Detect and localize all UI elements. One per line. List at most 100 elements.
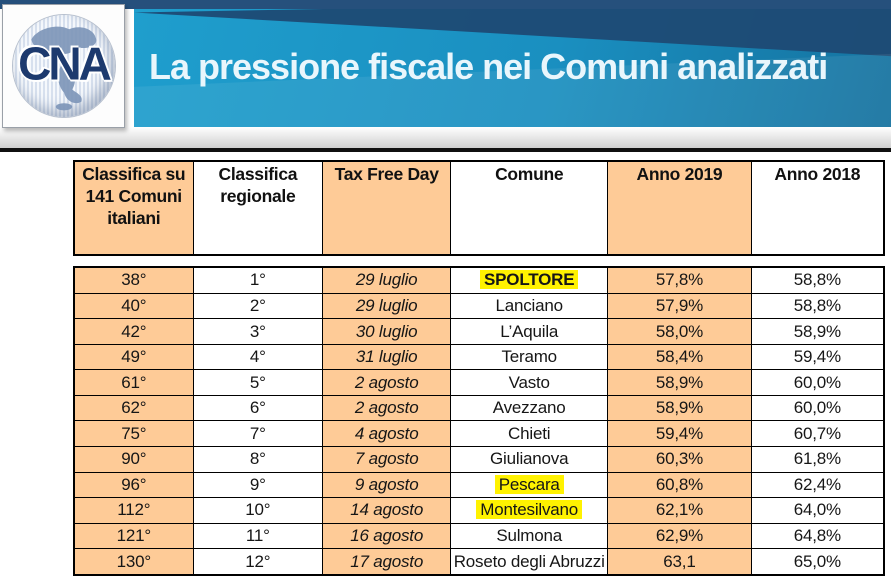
cell-anno-2018: 65,0% bbox=[750, 548, 885, 576]
gray-divider-strip bbox=[0, 127, 891, 148]
cell-tax-free-day: 29 luglio bbox=[322, 292, 452, 320]
logo-text: CNA bbox=[18, 37, 112, 90]
comune-name: Sulmona bbox=[496, 526, 563, 546]
table-row: 96° 9° 9 agosto Pescara 60,8% 62,4% bbox=[73, 471, 885, 499]
cell-anno-2018: 60,0% bbox=[750, 369, 885, 396]
cell-rank-italy: 38° bbox=[73, 266, 194, 294]
cell-comune: Roseto degli Abruzzi bbox=[450, 548, 609, 576]
table-row: 75° 7° 4 agosto Chieti 59,4% 60,7% bbox=[73, 420, 885, 448]
cell-rank-italy: 121° bbox=[73, 522, 194, 550]
comune-name: Vasto bbox=[508, 372, 550, 392]
cell-comune: Sulmona bbox=[450, 522, 609, 550]
cell-rank-region: 8° bbox=[192, 446, 324, 473]
cell-anno-2019: 58,9% bbox=[607, 394, 752, 422]
cell-rank-region: 11° bbox=[192, 522, 324, 550]
cell-comune: SPOLTORE bbox=[450, 266, 609, 294]
table-row: 62° 6° 2 agosto Avezzano 58,9% 60,0% bbox=[73, 394, 885, 422]
cell-tax-free-day: 17 agosto bbox=[322, 548, 452, 576]
table-row: 38° 1° 29 luglio SPOLTORE 57,8% 58,8% bbox=[73, 266, 885, 294]
cell-rank-region: 2° bbox=[192, 292, 324, 320]
globe-icon bbox=[12, 15, 115, 117]
cell-rank-italy: 90° bbox=[73, 446, 194, 473]
cell-anno-2018: 58,8% bbox=[750, 266, 885, 294]
cell-anno-2019: 62,1% bbox=[607, 497, 752, 524]
cell-tax-free-day: 2 agosto bbox=[322, 369, 452, 396]
cell-anno-2019: 63,1 bbox=[607, 548, 752, 576]
cell-rank-region: 10° bbox=[192, 497, 324, 524]
table-row: 61° 5° 2 agosto Vasto 58,9% 60,0% bbox=[73, 369, 885, 396]
comune-name: L’Aquila bbox=[500, 321, 559, 341]
comune-name: Avezzano bbox=[492, 398, 566, 418]
cell-comune: Avezzano bbox=[450, 394, 609, 422]
cell-rank-italy: 61° bbox=[73, 369, 194, 396]
cell-rank-region: 7° bbox=[192, 420, 324, 448]
cell-comune: Vasto bbox=[450, 369, 609, 396]
cell-rank-italy: 75° bbox=[73, 420, 194, 448]
table-row: 40° 2° 29 luglio Lanciano 57,9% 58,8% bbox=[73, 292, 885, 320]
cell-anno-2019: 60,8% bbox=[607, 471, 752, 499]
cell-anno-2019: 57,9% bbox=[607, 292, 752, 320]
cna-logo: CNA bbox=[2, 4, 125, 128]
cell-tax-free-day: 29 luglio bbox=[322, 266, 452, 294]
cell-anno-2019: 58,9% bbox=[607, 369, 752, 396]
cell-anno-2018: 58,9% bbox=[750, 318, 885, 345]
cell-tax-free-day: 30 luglio bbox=[322, 318, 452, 345]
table-row: 130° 12° 17 agosto Roseto degli Abruzzi 63,1… bbox=[73, 548, 885, 576]
cell-tax-free-day: 31 luglio bbox=[322, 343, 452, 371]
cell-anno-2019: 58,0% bbox=[607, 318, 752, 345]
cell-tax-free-day: 16 agosto bbox=[322, 522, 452, 550]
cell-rank-region: 9° bbox=[192, 471, 324, 499]
cell-anno-2019: 58,4% bbox=[607, 343, 752, 371]
cell-anno-2018: 60,0% bbox=[750, 394, 885, 422]
table-row: 112° 10° 14 agosto Montesilvano 62,1% 64,0% bbox=[73, 497, 885, 524]
cell-anno-2018: 61,8% bbox=[750, 446, 885, 473]
cell-rank-region: 3° bbox=[192, 318, 324, 345]
cell-tax-free-day: 9 agosto bbox=[322, 471, 452, 499]
cell-anno-2019: 59,4% bbox=[607, 420, 752, 448]
table-row: 121° 11° 16 agosto Sulmona 62,9% 64,8% bbox=[73, 522, 885, 550]
column-header-rank-italy: Classifica su 141 Comuni italiani bbox=[73, 160, 194, 256]
cell-rank-italy: 112° bbox=[73, 497, 194, 524]
comune-name: Roseto degli Abruzzi bbox=[453, 551, 605, 571]
cell-rank-italy: 96° bbox=[73, 471, 194, 499]
cell-anno-2019: 62,9% bbox=[607, 522, 752, 550]
cell-anno-2018: 58,8% bbox=[750, 292, 885, 320]
cell-anno-2018: 64,8% bbox=[750, 522, 885, 550]
black-divider-line bbox=[0, 148, 891, 152]
cell-tax-free-day: 7 agosto bbox=[322, 446, 452, 473]
comune-name: Chieti bbox=[508, 423, 551, 443]
table-row: 49° 4° 31 luglio Teramo 58,4% 59,4% bbox=[73, 343, 885, 371]
cell-anno-2018: 60,7% bbox=[750, 420, 885, 448]
top-navy-bar bbox=[0, 0, 891, 9]
table-row: 42° 3° 30 luglio L’Aquila 58,0% 58,9% bbox=[73, 318, 885, 345]
cell-rank-italy: 40° bbox=[73, 292, 194, 320]
column-header-rank-region: Classifica regionale bbox=[192, 160, 324, 256]
comune-name: SPOLTORE bbox=[480, 270, 579, 290]
cell-tax-free-day: 2 agosto bbox=[322, 394, 452, 422]
cell-anno-2018: 62,4% bbox=[750, 471, 885, 499]
comune-name: Pescara bbox=[494, 474, 564, 494]
table-row: 90° 8° 7 agosto Giulianova 60,3% 61,8% bbox=[73, 446, 885, 473]
cell-rank-region: 1° bbox=[192, 266, 324, 294]
cell-rank-italy: 49° bbox=[73, 343, 194, 371]
cell-rank-region: 12° bbox=[192, 548, 324, 576]
column-header-comune: Comune bbox=[450, 160, 609, 256]
cell-anno-2019: 57,8% bbox=[607, 266, 752, 294]
cell-rank-italy: 130° bbox=[73, 548, 194, 576]
cell-comune: Montesilvano bbox=[450, 497, 609, 524]
cell-anno-2018: 59,4% bbox=[750, 343, 885, 371]
cell-comune: Teramo bbox=[450, 343, 609, 371]
cell-anno-2018: 64,0% bbox=[750, 497, 885, 524]
cell-tax-free-day: 4 agosto bbox=[322, 420, 452, 448]
comune-name: Giulianova bbox=[490, 449, 569, 469]
ranking-table-header: Classifica su 141 Comuni italiani Classif… bbox=[73, 160, 885, 256]
cell-comune: Pescara bbox=[450, 471, 609, 499]
column-header-tax-free-day: Tax Free Day bbox=[322, 160, 452, 256]
cell-rank-italy: 62° bbox=[73, 394, 194, 422]
title-banner: La pressione fiscale nei Comuni analizza… bbox=[134, 9, 891, 127]
globe-map-shapes bbox=[30, 26, 96, 111]
cell-comune: L’Aquila bbox=[450, 318, 609, 345]
comune-name: Lanciano bbox=[495, 295, 563, 315]
ranking-table-body: 38° 1° 29 luglio SPOLTORE 57,8% 58,8% 40° 2° 29 … bbox=[73, 266, 885, 576]
cell-rank-italy: 42° bbox=[73, 318, 194, 345]
